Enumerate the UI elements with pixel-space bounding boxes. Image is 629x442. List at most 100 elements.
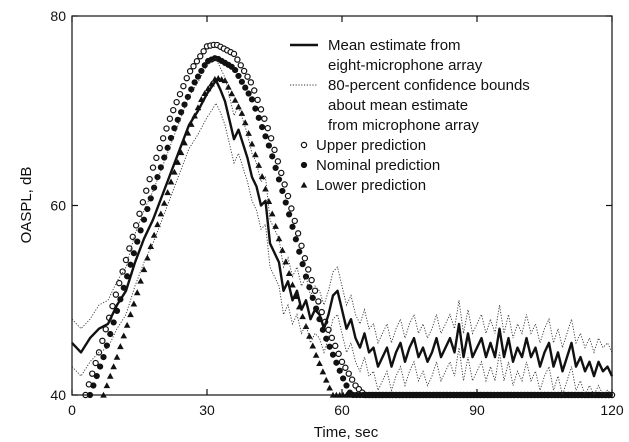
nominal-point [103,342,110,349]
lower-point [137,277,144,284]
nominal-point [340,375,347,382]
upper-point [332,342,339,350]
legend-label-upper: Upper prediction [316,137,426,154]
upper-point [247,79,255,86]
legend-label-bounds: from microphone array [328,117,479,134]
lower-point [248,140,256,147]
lower-point [177,149,185,156]
lower-point [306,332,313,339]
upper-point [237,62,244,69]
upper-point [348,376,356,383]
nominal-point [178,109,185,116]
nominal-point [110,319,117,326]
legend-key-nominal [300,161,308,169]
upper-point [240,67,248,75]
upper-point [99,337,106,345]
lower-point [228,90,236,97]
lower-point [262,185,269,192]
nominal-point [343,382,350,389]
lower-point [282,258,290,265]
x-axis-title: Time, sec [314,424,379,441]
x-tick-label: 30 [199,402,215,418]
legend-label-mean: eight-microphone array [328,57,483,74]
lower-point [285,270,293,276]
nominal-point [242,84,249,91]
upper-point [315,298,322,305]
y-tick-label: 60 [50,198,66,214]
lower-point [154,221,161,228]
nominal-point [279,187,286,195]
upper-point [325,326,332,334]
nominal-point [130,250,137,257]
upper-point [122,256,130,264]
lower-point [147,243,155,250]
upper-point [163,125,170,132]
nominal-point [201,62,208,69]
upper-point [173,98,180,106]
lower-point [252,151,259,158]
lower-point [174,158,182,165]
upper-point [267,135,275,142]
upper-point [146,175,153,183]
lower-point [157,210,165,217]
legend: Mean estimate from eight-microphone array… [290,37,530,194]
nominal-point [235,72,242,80]
legend-label-lower: Lower prediction [316,177,426,194]
upper-point [234,56,241,63]
y-axis-title: OASPL, dB [18,167,35,244]
nominal-point [299,261,306,268]
lower-point [312,351,320,358]
lower-point [110,363,117,370]
lower-point [120,332,128,339]
nominal-point [164,144,171,151]
upper-point [149,164,157,171]
lower-point [322,376,330,383]
nominal-point [93,372,100,380]
upper-point [112,291,120,298]
nominal-point [97,363,104,370]
upper-point [305,266,312,273]
upper-point [291,217,298,225]
upper-point [156,144,163,152]
upper-point [294,230,302,237]
upper-point [261,115,268,122]
lower-point [319,368,327,375]
upper-point [274,158,282,165]
nominal-point [255,114,262,121]
upper-point [251,87,258,94]
lower-point [106,372,114,379]
lower-point [275,235,283,242]
upper-point [116,279,123,287]
nominal-point [302,273,310,280]
nominal-point [275,176,283,183]
lower-point [299,313,306,320]
upper-point [170,106,177,114]
lower-point [164,189,171,196]
upper-point [342,364,349,371]
upper-point [200,48,207,55]
nominal-point [286,211,293,218]
upper-point [139,199,147,206]
lower-point [140,266,148,273]
legend-label-nominal: Nominal prediction [316,157,440,174]
upper-point [92,359,99,367]
lower-point [316,360,323,367]
lower-point [235,103,242,110]
lower-point [238,109,246,116]
bounds-lower-line [71,102,613,397]
nominal-point [265,142,272,149]
upper-point [244,73,251,80]
nominal-point [232,66,239,74]
plot-area [71,41,616,399]
upper-point [335,350,342,358]
bounds-upper-line [71,57,613,354]
axes: Time, sec OASPL, dB 0 30 60 90 120 40 60 80 [18,8,624,441]
upper-point [102,326,109,333]
upper-point [254,96,261,104]
nominal-point [188,86,195,93]
upper-point [338,358,346,366]
lower-point [171,168,178,175]
nominal-point [296,248,303,255]
upper-point [318,308,325,316]
legend-label-mean: Mean estimate from [328,37,461,54]
